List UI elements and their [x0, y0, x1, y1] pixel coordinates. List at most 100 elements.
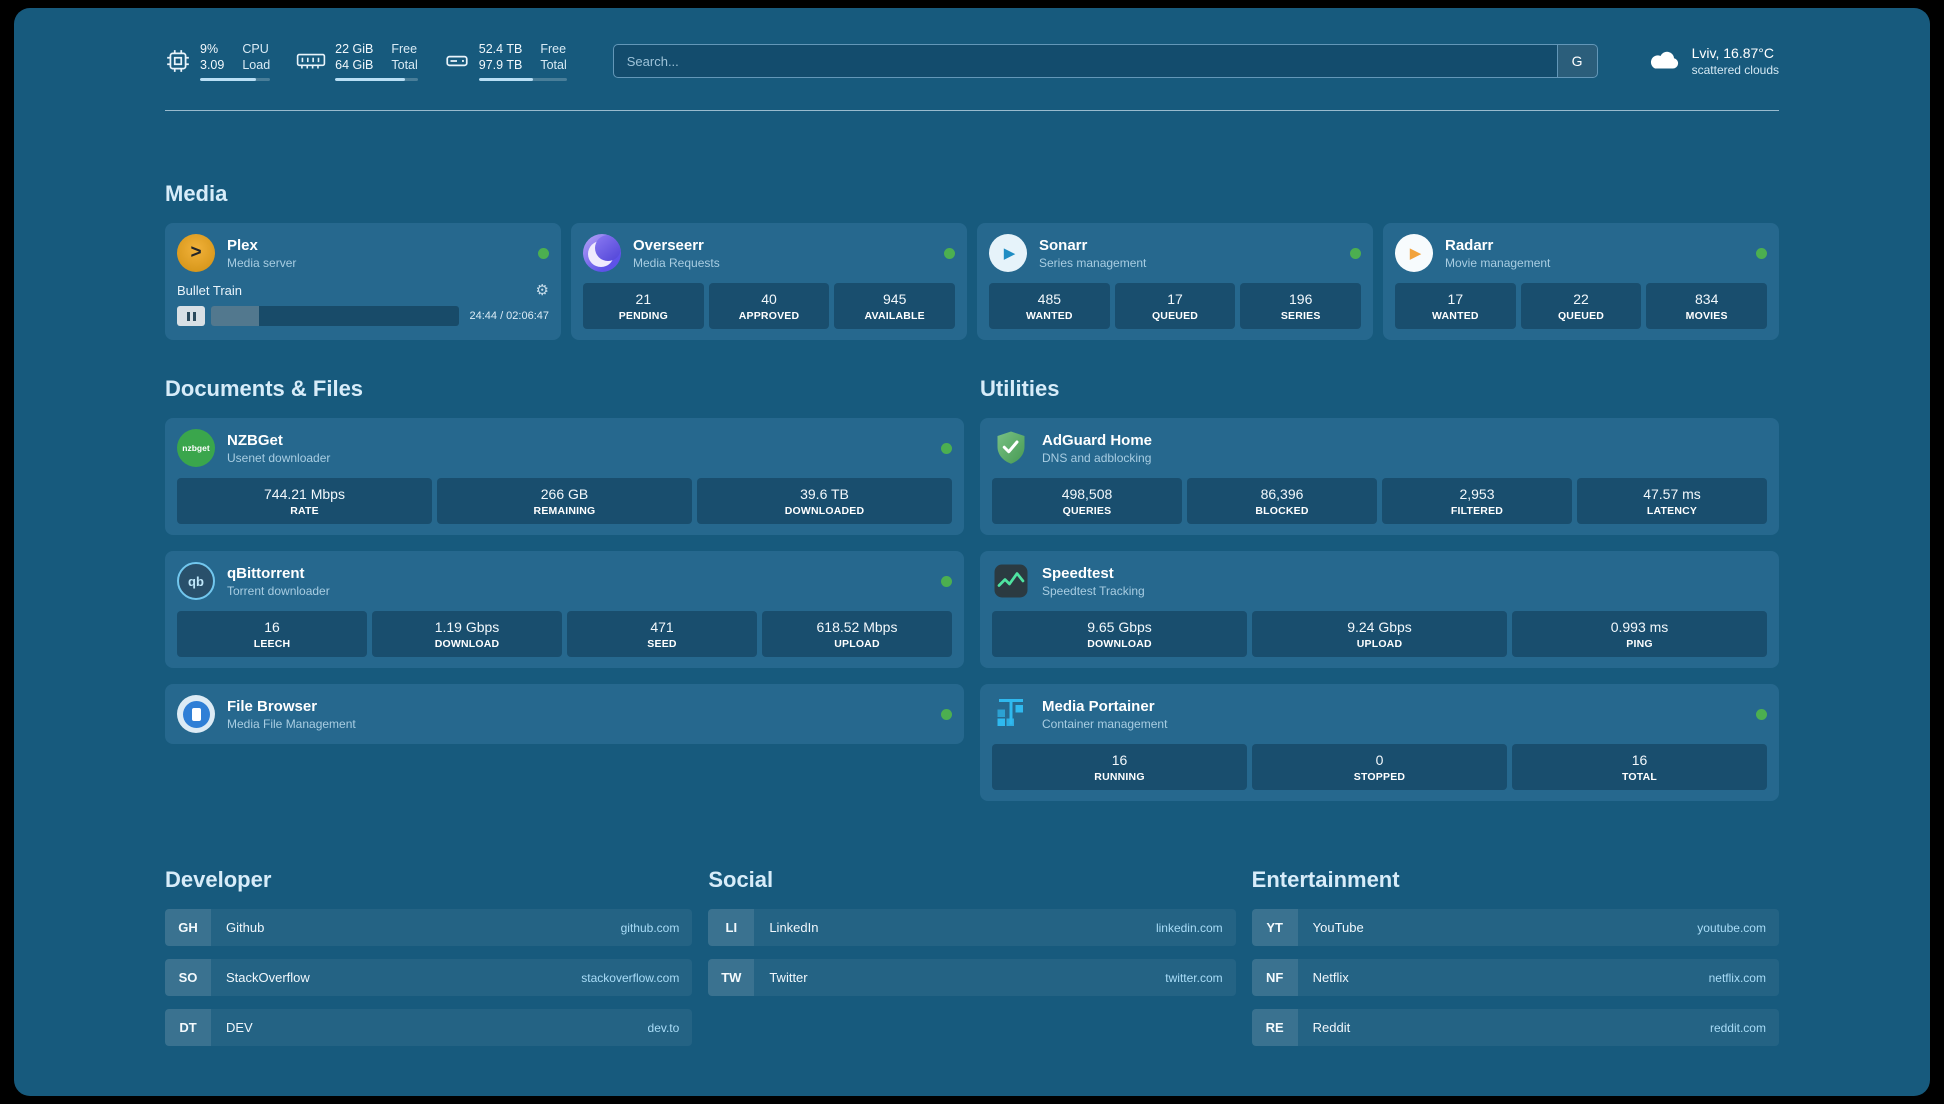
link-linkedin[interactable]: LI LinkedIn linkedin.com: [708, 909, 1236, 946]
app-card-portainer[interactable]: Media Portainer Container management 16 R…: [980, 684, 1779, 801]
cpu-values: 9% 3.09: [200, 41, 225, 72]
link-badge: GH: [165, 909, 211, 946]
ram-widget: 22 GiB 64 GiB Free Total: [296, 41, 418, 82]
app-card-overseerr[interactable]: Overseerr Media Requests 21 PENDING 40 APP…: [571, 223, 967, 340]
link-url: stackoverflow.com: [581, 970, 680, 985]
app-name-qbittorrent: qBittorrent: [227, 564, 305, 582]
link-name: Github: [226, 920, 265, 935]
search-input[interactable]: [613, 45, 1557, 77]
adguard-icon: [992, 429, 1030, 467]
dashboard-window: 9% 3.09 CPU Load: [14, 8, 1930, 1096]
section-title-developer: Developer: [165, 867, 272, 892]
section-social: Social LI LinkedIn linkedin.com TW Twitt…: [708, 867, 1236, 1046]
ram-icon: [296, 49, 326, 73]
app-card-qbittorrent[interactable]: qb qBittorrent Torrent downloader 16 LEEC…: [165, 551, 964, 668]
app-subtitle-qbittorrent: Torrent downloader: [227, 583, 330, 598]
status-dot-portainer: [1756, 708, 1767, 720]
app-card-filebrowser[interactable]: File Browser Media File Management: [165, 684, 964, 744]
app-card-nzbget[interactable]: nzbget NZBGet Usenet downloader 744.21 M…: [165, 418, 964, 535]
link-url: reddit.com: [1709, 1020, 1766, 1035]
gear-icon[interactable]: ⚙: [535, 282, 549, 299]
app-name-filebrowser: File Browser: [227, 697, 318, 715]
disk-labels: Free Total: [540, 41, 567, 72]
section-title-social: Social: [708, 867, 774, 892]
app-name-nzbget: NZBGet: [227, 431, 283, 449]
weather-condition: scattered clouds: [1691, 63, 1779, 77]
cpu-widget: 9% 3.09 CPU Load: [165, 41, 271, 82]
app-card-plex[interactable]: > Plex Media server Bullet Train ⚙ 24:44…: [165, 223, 561, 340]
stat-wanted: 485 WANTED: [989, 283, 1110, 329]
search-engine-button[interactable]: G: [1556, 45, 1597, 77]
app-subtitle-nzbget: Usenet downloader: [227, 450, 331, 465]
app-name-adguard: AdGuard Home: [1042, 431, 1153, 449]
link-github[interactable]: GH Github github.com: [165, 909, 693, 946]
status-dot-radarr: [1756, 247, 1767, 259]
stat-pending: 21 PENDING: [583, 283, 704, 329]
link-name: DEV: [226, 1020, 253, 1035]
app-card-speedtest[interactable]: Speedtest Speedtest Tracking 9.65 Gbps DO…: [980, 551, 1779, 668]
stat-rate: 744.21 Mbps RATE: [177, 478, 432, 524]
stat-filtered: 2,953 FILTERED: [1382, 478, 1572, 524]
app-subtitle-radarr: Movie management: [1445, 255, 1551, 270]
plex-icon: >: [177, 234, 215, 272]
stat-wanted: 17 WANTED: [1395, 283, 1516, 329]
link-name: YouTube: [1312, 920, 1364, 935]
now-playing-title: Bullet Train: [177, 282, 243, 298]
app-name-overseerr: Overseerr: [633, 236, 704, 254]
ram-labels: Free Total: [391, 41, 418, 72]
link-badge: YT: [1251, 909, 1298, 946]
section-documents: Documents & Files nzbget NZBGet Usenet d…: [165, 376, 964, 801]
stat-downloaded: 39.6 TB DOWNLOADED: [697, 478, 952, 524]
link-reddit[interactable]: RE Reddit reddit.com: [1251, 1009, 1779, 1046]
cpu-labels: CPU Load: [242, 41, 271, 72]
stat-running: 16 RUNNING: [992, 744, 1247, 790]
cpu-icon: [165, 48, 191, 74]
filebrowser-icon: [177, 695, 215, 733]
playback-time: 24:44 / 02:06:47: [469, 310, 549, 322]
status-dot-plex: [538, 247, 549, 259]
section-title-entertainment: Entertainment: [1251, 867, 1400, 892]
section-title-utilities: Utilities: [980, 376, 1060, 401]
app-subtitle-adguard: DNS and adblocking: [1042, 450, 1152, 465]
app-subtitle-plex: Media server: [227, 255, 297, 270]
app-card-sonarr[interactable]: ▶ Sonarr Series management 485 WANTED 17 Q…: [977, 223, 1373, 340]
link-url: twitter.com: [1165, 970, 1223, 985]
status-dot-filebrowser: [941, 708, 952, 720]
stat-latency: 47.57 ms LATENCY: [1577, 478, 1767, 524]
link-twitter[interactable]: TW Twitter twitter.com: [708, 959, 1236, 996]
link-badge: TW: [708, 959, 755, 996]
system-metrics: 9% 3.09 CPU Load: [165, 41, 567, 82]
link-url: dev.to: [647, 1020, 680, 1035]
stat-queued: 22 QUEUED: [1520, 283, 1642, 329]
app-name-speedtest: Speedtest: [1042, 564, 1114, 582]
link-name: Netflix: [1312, 970, 1349, 985]
disk-values: 52.4 TB 97.9 TB: [478, 41, 523, 72]
cpu-usage-bar: [200, 78, 271, 82]
nzbget-icon: nzbget: [177, 429, 215, 467]
app-card-adguard[interactable]: AdGuard Home DNS and adblocking 498,508 Q…: [980, 418, 1779, 535]
link-netflix[interactable]: NF Netflix netflix.com: [1251, 959, 1779, 996]
link-dev[interactable]: DT DEV dev.to: [165, 1009, 693, 1046]
link-badge: DT: [165, 1009, 211, 1046]
link-youtube[interactable]: YT YouTube youtube.com: [1251, 909, 1779, 946]
pause-button[interactable]: [177, 306, 205, 326]
ram-values: 22 GiB 64 GiB: [335, 41, 374, 72]
stat-series: 196 SERIES: [1240, 283, 1362, 329]
link-url: youtube.com: [1697, 920, 1766, 935]
disk-icon: [444, 48, 470, 74]
app-card-radarr[interactable]: ▶ Radarr Movie management 17 WANTED 22 QUE…: [1383, 223, 1779, 340]
app-name-portainer: Media Portainer: [1042, 697, 1155, 715]
search-bar: G: [612, 44, 1598, 78]
ram-usage-bar: [335, 78, 418, 82]
radarr-icon: ▶: [1395, 234, 1433, 272]
playback-progress-bar[interactable]: [211, 306, 460, 326]
status-dot-nzbget: [941, 442, 952, 454]
app-name-plex: Plex: [227, 236, 258, 254]
stat-download: 1.19 Gbps DOWNLOAD: [372, 611, 562, 657]
link-stackoverflow[interactable]: SO StackOverflow stackoverflow.com: [165, 959, 693, 996]
cloud-icon: [1644, 45, 1682, 78]
link-name: Twitter: [769, 970, 808, 985]
stat-total: 16 TOTAL: [1512, 744, 1767, 790]
stat-ping: 0.993 ms PING: [1512, 611, 1767, 657]
status-dot-overseerr: [944, 247, 955, 259]
